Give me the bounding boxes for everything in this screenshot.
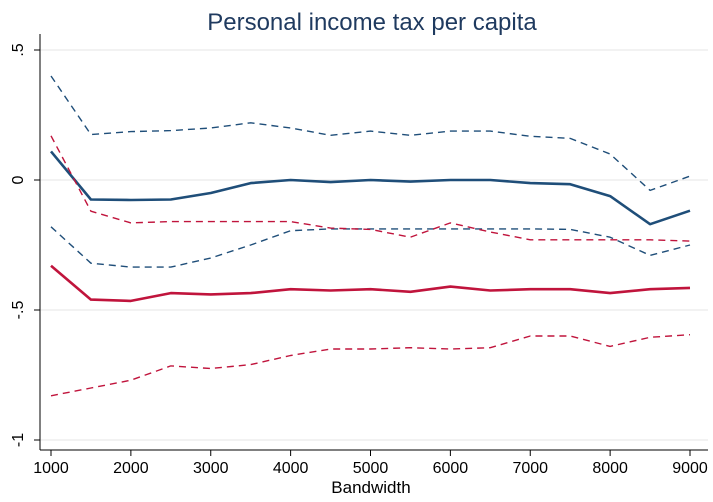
x-tick-label: 4000 <box>273 460 309 477</box>
series-line-5 <box>50 334 691 397</box>
x-tick-label: 2000 <box>113 460 149 477</box>
series-line-1 <box>50 75 691 192</box>
series-lines <box>49 75 691 397</box>
x-tick-label: 3000 <box>193 460 229 477</box>
chart-title: Personal income tax per capita <box>207 9 537 36</box>
x-tick-label: 9000 <box>672 460 708 477</box>
x-tick-label: 6000 <box>433 460 469 477</box>
y-tick-label: 0 <box>10 175 27 184</box>
x-tick-label: 1000 <box>33 460 69 477</box>
x-axis-label: Bandwidth <box>331 478 410 497</box>
series-line-0 <box>49 150 691 226</box>
y-tick-label: -1 <box>10 433 27 447</box>
tick-labels: -1 -.5 0 .5 1000 2000 3000 4000 5000 6000 7000 8000… <box>10 43 708 477</box>
y-tick-label: -.5 <box>10 301 27 320</box>
axes <box>34 34 708 456</box>
series-line-4 <box>50 135 691 242</box>
y-tick-label: .5 <box>10 43 27 56</box>
series-line-2 <box>50 226 691 268</box>
x-tick-label: 8000 <box>592 460 628 477</box>
x-tick-label: 7000 <box>512 460 548 477</box>
x-tick-label: 5000 <box>353 460 389 477</box>
grid-lines <box>40 49 708 441</box>
series-line-3 <box>50 264 691 303</box>
